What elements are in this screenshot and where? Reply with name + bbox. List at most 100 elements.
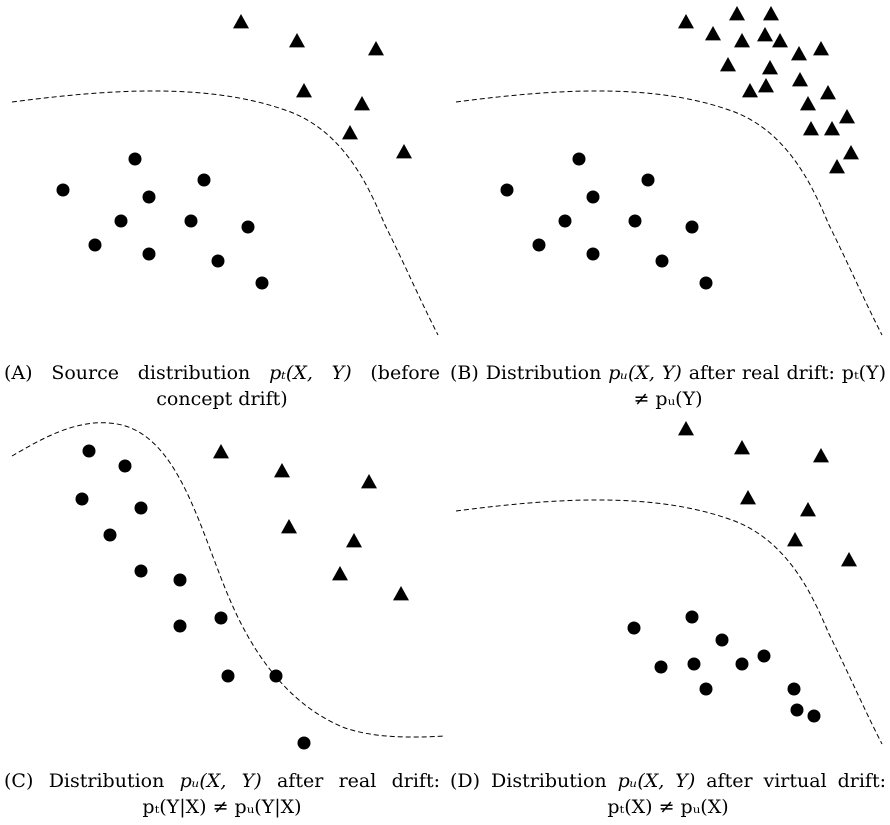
class-circle-point: [255, 276, 269, 290]
class-circle-point: [790, 703, 804, 717]
class-triangle-point: [368, 41, 384, 56]
class-triangle-point: [213, 444, 229, 459]
class-circle-point: [211, 254, 225, 268]
class-circle-point: [142, 190, 156, 204]
panel-c-plot: [11, 422, 446, 750]
class-circle-point: [103, 528, 117, 542]
class-circle-point: [297, 736, 311, 750]
class-circle-point: [142, 247, 156, 261]
class-triangle-point: [843, 145, 859, 160]
class-triangle-point: [396, 144, 412, 159]
class-triangle-point: [346, 533, 362, 548]
class-circle-point: [787, 682, 801, 696]
class-triangle-point: [289, 33, 305, 48]
class-triangle-point: [705, 26, 721, 41]
panel-b-caption-math: pᵤ(X, Y): [608, 362, 682, 384]
class-triangle-point: [296, 83, 312, 98]
class-triangle-point: [839, 109, 855, 124]
class-triangle-point: [841, 552, 857, 567]
panel-a-caption: (A) Source distribution pₜ(X, Y) (before…: [4, 360, 440, 412]
class-triangle-point: [233, 14, 249, 29]
class-circle-point: [757, 649, 771, 663]
class-circle-point: [654, 660, 668, 674]
decision-boundary: [455, 499, 883, 745]
class-triangle-point: [734, 33, 750, 48]
panel-a-caption-text: Source distribution: [51, 362, 251, 384]
class-circle-point: [641, 173, 655, 187]
panel-d-plot: [455, 421, 883, 745]
panel-d-caption-text: Distribution: [491, 770, 607, 792]
class-triangle-point: [354, 96, 370, 111]
decision-boundary: [455, 90, 883, 336]
class-triangle-point: [763, 6, 779, 21]
class-circle-point: [184, 214, 198, 228]
class-triangle-point: [281, 519, 297, 534]
class-circle-point: [572, 152, 586, 166]
class-triangle-point: [791, 46, 807, 61]
class-circle-point: [118, 459, 132, 473]
panel-c-caption-suffix: after real drift: pₜ(Y|X) ≠ pᵤ(Y|X): [142, 770, 441, 818]
class-circle-point: [214, 611, 228, 625]
class-triangle-point: [813, 448, 829, 463]
class-triangle-point: [829, 159, 845, 174]
class-triangle-point: [393, 586, 409, 601]
class-circle-point: [173, 573, 187, 587]
class-circle-point: [269, 669, 283, 683]
class-circle-point: [134, 564, 148, 578]
class-circle-point: [687, 657, 701, 671]
class-circle-point: [114, 214, 128, 228]
class-circle-point: [735, 657, 749, 671]
class-triangle-point: [820, 85, 836, 100]
panel-c-caption-math: pᵤ(X, Y): [179, 770, 262, 792]
class-circle-point: [807, 709, 821, 723]
class-circle-point: [82, 444, 96, 458]
class-triangle-point: [800, 502, 816, 517]
class-triangle-point: [729, 6, 745, 21]
panel-a-plot: [11, 14, 439, 336]
panel-b-tag: (B): [450, 362, 479, 384]
panel-c-caption-text: Distribution: [48, 770, 165, 792]
class-circle-point: [197, 173, 211, 187]
class-triangle-point: [742, 83, 758, 98]
class-triangle-point: [332, 566, 348, 581]
panel-c-caption: (C) Distribution pᵤ(X, Y) after real dri…: [4, 768, 440, 820]
class-circle-point: [699, 682, 713, 696]
panel-a-caption-suffix: (before concept drift): [156, 362, 441, 410]
panel-b-caption-text: Distribution: [485, 362, 602, 384]
class-triangle-point: [757, 27, 773, 42]
decision-boundary: [11, 90, 439, 336]
class-circle-point: [685, 220, 699, 234]
class-triangle-point: [813, 41, 829, 56]
class-circle-point: [241, 220, 255, 234]
class-circle-point: [627, 621, 641, 635]
class-circle-point: [699, 276, 713, 290]
class-triangle-point: [342, 125, 358, 140]
class-triangle-point: [803, 121, 819, 136]
class-triangle-point: [361, 474, 377, 489]
panel-b-caption: (B) Distribution pᵤ(X, Y) after real dri…: [450, 360, 886, 412]
class-triangle-point: [678, 421, 694, 436]
class-circle-point: [586, 247, 600, 261]
panel-d-caption-suffix: after virtual drift: pₜ(X) ≠ pᵤ(X): [607, 770, 886, 818]
class-triangle-point: [740, 490, 756, 505]
class-triangle-point: [787, 532, 803, 547]
class-triangle-point: [772, 33, 788, 48]
class-circle-point: [715, 633, 729, 647]
class-circle-point: [173, 619, 187, 633]
class-circle-point: [75, 492, 89, 506]
panel-b-plot: [455, 6, 883, 336]
class-circle-point: [586, 190, 600, 204]
class-triangle-point: [758, 78, 774, 93]
class-triangle-point: [824, 121, 840, 136]
class-circle-point: [128, 152, 142, 166]
class-triangle-point: [274, 463, 290, 478]
class-circle-point: [655, 254, 669, 268]
class-circle-point: [500, 183, 514, 197]
class-circle-point: [558, 214, 572, 228]
panel-a-caption-math: pₜ(X, Y): [269, 362, 352, 384]
class-circle-point: [56, 183, 70, 197]
panel-b-caption-suffix: after real drift: pₜ(Y) ≠ pᵤ(Y): [633, 362, 886, 410]
panel-d-caption: (D) Distribution pᵤ(X, Y) after virtual …: [450, 768, 886, 820]
class-circle-point: [532, 238, 546, 252]
